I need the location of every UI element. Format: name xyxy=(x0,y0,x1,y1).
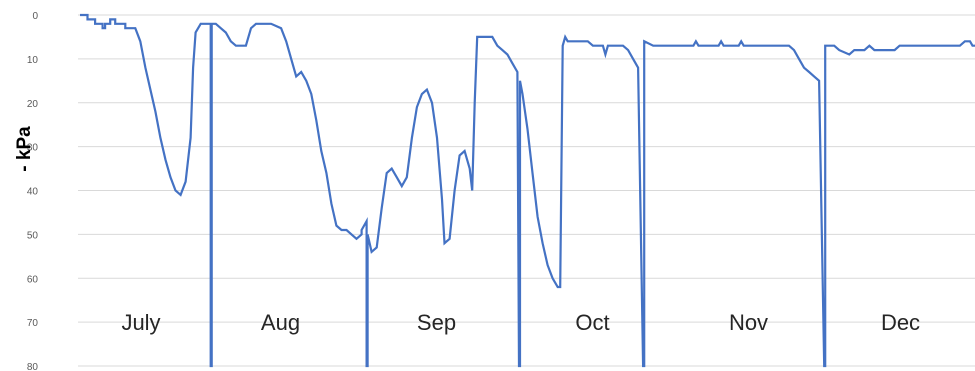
series-group xyxy=(80,13,975,368)
y-tick-label: 10 xyxy=(27,55,39,66)
gridlines xyxy=(78,14,975,367)
y-tick-label: 60 xyxy=(27,274,39,285)
y-tick-label: 30 xyxy=(27,143,39,154)
series-line xyxy=(80,13,975,368)
y-tick-label: 0 xyxy=(32,11,38,22)
y-axis-title: - kPa xyxy=(14,126,35,172)
month-label: Sep xyxy=(417,310,456,335)
y-tick-label: 20 xyxy=(27,99,39,110)
month-label: July xyxy=(121,310,160,335)
month-label: Aug xyxy=(261,310,300,335)
y-axis-tick-labels: 0 10 20 30 40 50 60 70 80 xyxy=(27,11,39,371)
month-label: Oct xyxy=(575,310,609,335)
y-tick-label: 40 xyxy=(27,187,39,198)
month-labels: July Aug Sep Oct Nov Dec xyxy=(121,310,920,335)
y-tick-label: 50 xyxy=(27,230,39,241)
month-label: Nov xyxy=(729,310,768,335)
month-label: Dec xyxy=(881,310,920,335)
y-tick-label: 70 xyxy=(27,318,39,329)
y-tick-label: 80 xyxy=(27,362,39,371)
